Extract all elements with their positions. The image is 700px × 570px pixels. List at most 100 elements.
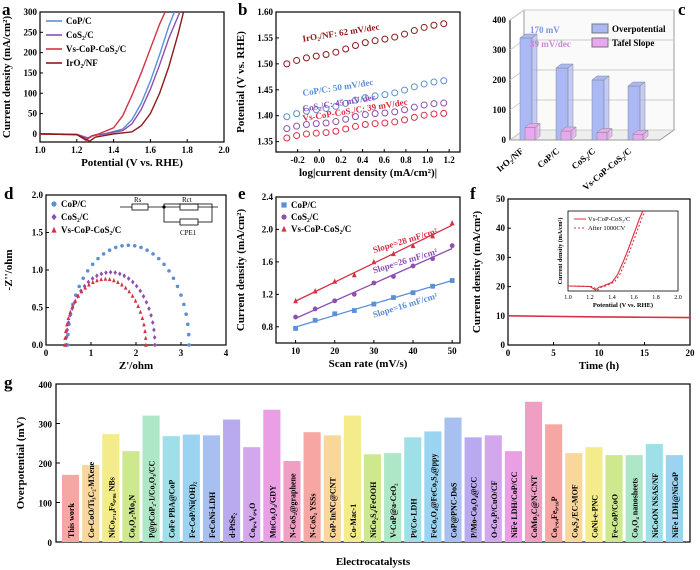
nyquist-point — [144, 299, 149, 305]
cdl-point — [410, 290, 416, 296]
cdl-point — [391, 295, 396, 300]
x-tick-label: 0.4 — [357, 155, 369, 165]
category-label: NiCo₂S₄/FeOOH — [369, 481, 378, 538]
x-tick-label: 1 — [89, 348, 94, 358]
nyquist-point — [171, 276, 176, 281]
plot-frame — [39, 11, 225, 143]
cdl-point — [351, 271, 357, 278]
overpotential-bar — [122, 451, 140, 542]
bar — [560, 130, 572, 141]
y-tick-label: 1.55 — [257, 33, 273, 43]
y-tick-label: 0.0 — [32, 340, 44, 350]
cdl-point — [430, 283, 435, 289]
tafel-point — [401, 86, 409, 94]
cdl-point — [293, 314, 298, 320]
bar-side — [606, 127, 613, 141]
nyquist-point — [113, 245, 118, 250]
legend-label: Vs-CoP-CoS₂/C — [66, 44, 126, 54]
nyquist-point — [147, 306, 151, 312]
inset-legend-label: After 1000CV — [588, 225, 626, 232]
legend-marker — [281, 214, 287, 220]
y-tick-label: 1.6 — [262, 257, 274, 267]
nyquist-point — [113, 270, 118, 276]
legend-label: Vs-CoP-CoS₂/C — [291, 224, 351, 234]
y-tick-label: 250 — [24, 27, 38, 37]
tafel-point — [381, 119, 389, 127]
lsv-curve — [39, 11, 181, 139]
overpotential-bar — [283, 461, 301, 542]
x-tick-label: 1.2 — [71, 145, 83, 155]
overpotential-bar — [444, 417, 462, 542]
overpotential-bar — [142, 415, 160, 542]
cdl-point — [449, 278, 455, 283]
nyquist-point — [90, 262, 95, 267]
cdl-point — [332, 311, 338, 317]
tafel-point — [381, 109, 389, 117]
legend-label: CoS₂/C — [66, 30, 94, 40]
overpotential-bar — [665, 455, 683, 542]
y-axis-label: Current density (mA/cm²) — [1, 16, 13, 139]
inset-x-tick: 1.6 — [630, 295, 638, 301]
resistor-rs — [131, 203, 149, 211]
legend-marker — [51, 213, 57, 221]
y-tick-label: 1.5 — [32, 228, 44, 238]
x-tick-label: 20 — [330, 346, 340, 356]
legend-swatch — [591, 37, 609, 48]
tafel-point — [302, 54, 310, 62]
tafel-point — [293, 122, 301, 130]
nyquist-point — [85, 269, 90, 273]
category-label: V-CoP@a-CeO₂ — [389, 483, 398, 538]
tafel-point — [302, 120, 310, 128]
tafel-point — [440, 77, 448, 85]
x-tick-label: 3 — [179, 348, 184, 358]
tafel-point — [391, 118, 399, 126]
x-tick-label: 5 — [551, 348, 556, 358]
cdl-point — [332, 278, 338, 284]
nyquist-point — [95, 273, 99, 279]
y-tick-label: 200 — [24, 48, 38, 58]
nyquist-point — [145, 248, 149, 252]
inset-x-label: Potential (V vs. RHE) — [593, 302, 653, 309]
overpotential-bar — [162, 436, 180, 542]
nyquist-point — [68, 313, 72, 318]
nyquist-point — [184, 312, 188, 316]
panel-letter: g — [4, 373, 13, 392]
y-tick-label: 1.45 — [257, 85, 273, 95]
panel-g-overpotential-comparison: g 0 100 200 300 400 Overpotential (mV) Electroc… — [4, 373, 691, 568]
tafel-point — [322, 104, 330, 112]
overpotential-bar — [384, 453, 402, 542]
tafel-point — [410, 113, 418, 121]
nyquist-point — [86, 279, 91, 285]
cpe-element — [179, 218, 199, 226]
y-tick-label: 300 — [24, 7, 38, 17]
y-tick-label: 300 — [39, 420, 53, 430]
tafel-point — [283, 125, 291, 133]
bar-side — [570, 126, 577, 141]
legend-label: IrO₂/NF — [66, 58, 98, 68]
tafel-point — [420, 111, 428, 119]
cdl-point — [430, 256, 435, 262]
cdl-point — [410, 242, 416, 249]
inset-x-tick: 1.8 — [652, 295, 660, 301]
tafel-point — [371, 37, 379, 45]
y-tick-label: 0 — [501, 340, 506, 350]
nyquist-point — [151, 252, 155, 256]
overpotential-bar — [62, 474, 80, 542]
panel-letter: b — [238, 0, 247, 19]
y-tick-label: 2.4 — [262, 192, 274, 202]
y-tick-label: 10 — [496, 311, 506, 321]
nyquist-point — [101, 252, 106, 256]
nyquist-point — [116, 279, 120, 285]
nyquist-point — [185, 322, 190, 327]
cdl-point — [449, 243, 455, 249]
y-tick-label: 100 — [39, 499, 53, 509]
category-label: Co₀.₄V₀.₆O — [248, 503, 257, 538]
y-tick-label: 0.8 — [262, 322, 274, 332]
x-tick-label: 1.6 — [145, 145, 157, 155]
nyquist-point — [77, 284, 82, 289]
category-label: CoNi-e-PNC — [590, 495, 599, 538]
inset-curve-initial — [567, 210, 644, 291]
y-tick-label: 300 — [493, 45, 507, 55]
tafel-point — [332, 48, 340, 56]
x-axis-label: Time (h) — [579, 360, 620, 372]
